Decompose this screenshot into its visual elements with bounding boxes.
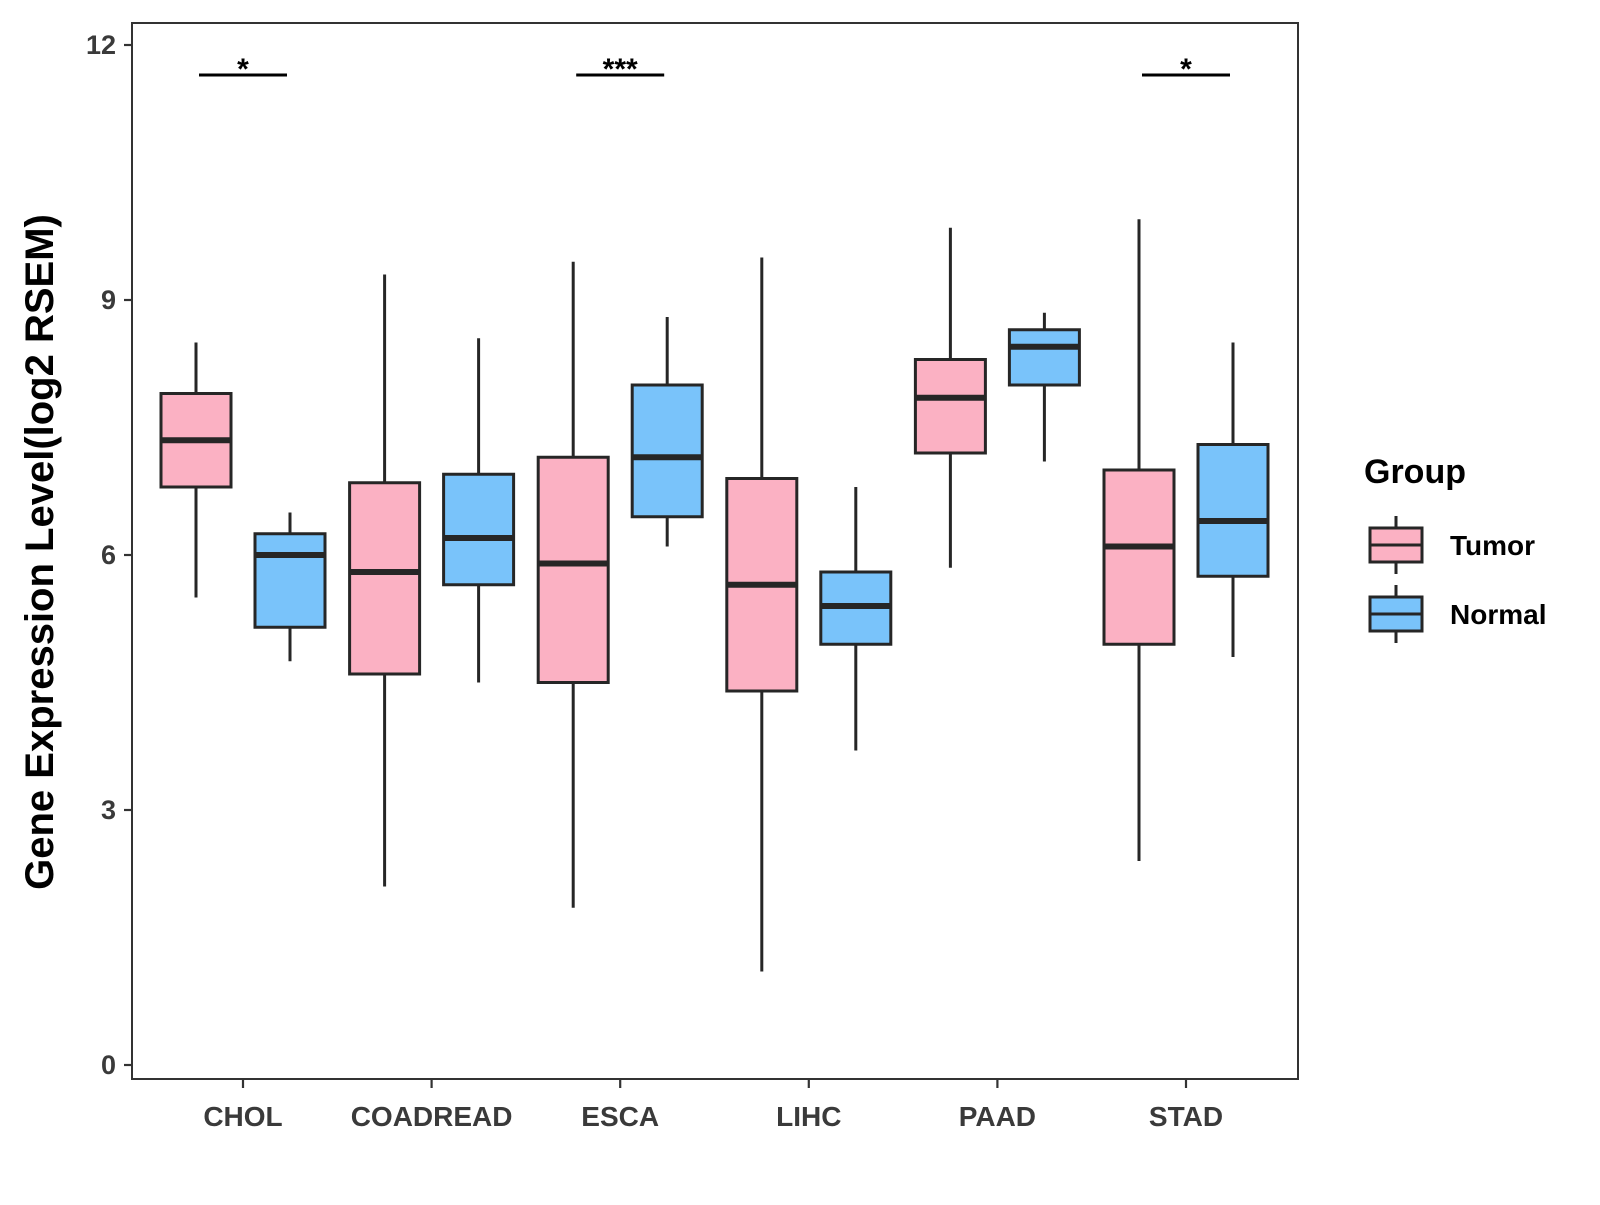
box-normal-coadread [442, 338, 516, 683]
box-normal-lihc [819, 487, 893, 751]
y-tick-label: 0 [101, 1050, 116, 1080]
box-tumor-paad [913, 227, 987, 568]
box-normal-chol [253, 512, 327, 662]
legend-key-tumor [1368, 516, 1424, 574]
box-body [1007, 328, 1081, 387]
box-body [630, 383, 704, 519]
box-tumor-chol [159, 342, 233, 598]
legend-title: Group [1364, 453, 1466, 491]
legend-key-normal [1368, 585, 1424, 643]
box-normal-esca [630, 317, 704, 547]
significance-layer: * *** * [199, 53, 1230, 86]
y-tick-label: 9 [101, 285, 116, 315]
box-tumor-coadread [348, 274, 422, 887]
y-axis-label: Gene Expression Level(log2 RSEM) [18, 214, 62, 890]
x-tick-label-chol: CHOL [203, 1101, 282, 1132]
y-tick-label: 3 [101, 795, 116, 825]
box-body [348, 481, 422, 676]
box-normal-stad [1196, 342, 1270, 657]
legend-label-tumor: Tumor [1450, 530, 1535, 561]
x-tick-label-esca: ESCA [581, 1101, 659, 1132]
box-tumor-lihc [725, 257, 799, 972]
significance-label: * [237, 53, 249, 86]
axes-layer: 0 3 6 9 12 CHOL COADREAD ESCA LIHC PAAD STAD [86, 30, 1223, 1132]
box-normal-paad [1007, 312, 1081, 462]
y-tick-label: 6 [101, 540, 116, 570]
box-body [1196, 443, 1270, 578]
box-body [913, 358, 987, 455]
legend-label-normal: Normal [1450, 599, 1546, 630]
box-body [536, 455, 610, 684]
legend: Group Tumor Normal [1364, 453, 1546, 643]
x-tick-label-stad: STAD [1149, 1101, 1223, 1132]
box-tumor-stad [1102, 219, 1176, 861]
plot-frame-layer [131, 22, 1299, 1080]
box-tumor-esca [536, 261, 610, 908]
box-body [253, 532, 327, 629]
significance-label: *** [603, 53, 638, 86]
x-tick-label-lihc: LIHC [776, 1101, 841, 1132]
box-body [442, 472, 516, 587]
box-body [1102, 468, 1176, 646]
plot-frame [131, 22, 1299, 1080]
boxes-layer [159, 219, 1270, 972]
y-tick-label: 12 [86, 30, 116, 60]
significance-label: * [1180, 53, 1192, 86]
x-tick-label-paad: PAAD [959, 1101, 1036, 1132]
x-tick-label-coadread: COADREAD [351, 1101, 513, 1132]
